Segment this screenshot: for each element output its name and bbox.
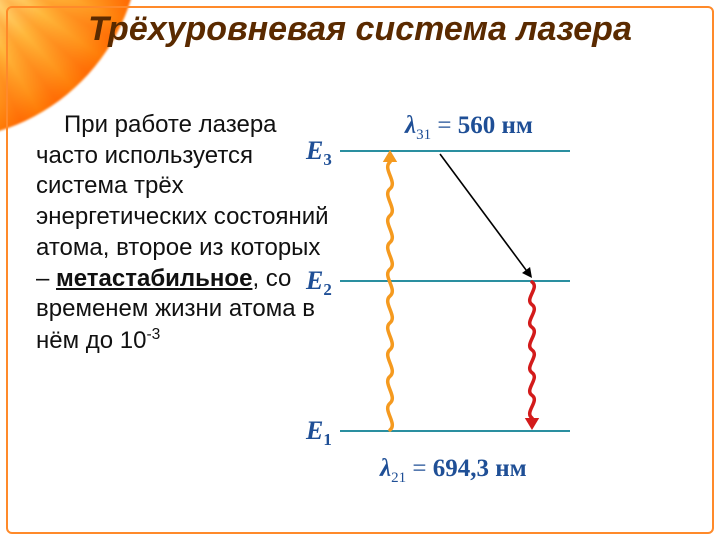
para-exp: -3 [146, 326, 160, 343]
slide-page: Трёхуровневая система лазера При работе … [0, 0, 720, 540]
slide-title: Трёхуровневая система лазера [0, 8, 720, 51]
body-paragraph: При работе лазера часто используется сис… [36, 110, 336, 357]
energy-diagram: E3 E2 E1 λ31 = 560 нм λ21 = 694,3 нм [300, 110, 720, 530]
decay-arrow [300, 110, 720, 530]
emission-wave-arrow [512, 110, 552, 510]
para-meta: метастабильное [56, 265, 252, 292]
